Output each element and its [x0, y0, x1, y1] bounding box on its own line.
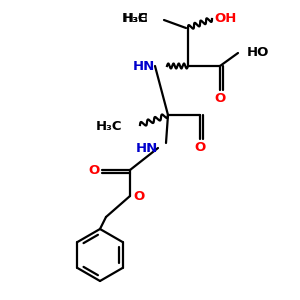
Text: H₃C: H₃C: [122, 13, 148, 26]
Text: H₃C: H₃C: [124, 13, 148, 26]
Text: HN: HN: [136, 142, 158, 154]
Text: HO: HO: [247, 46, 269, 59]
Text: OH: OH: [214, 13, 236, 26]
Text: O: O: [89, 164, 100, 176]
Text: O: O: [214, 92, 226, 105]
Text: H₃C: H₃C: [95, 119, 122, 133]
Text: H: H: [138, 13, 148, 26]
Text: O: O: [194, 141, 206, 154]
Text: O: O: [133, 190, 144, 202]
Text: HN: HN: [133, 59, 155, 73]
